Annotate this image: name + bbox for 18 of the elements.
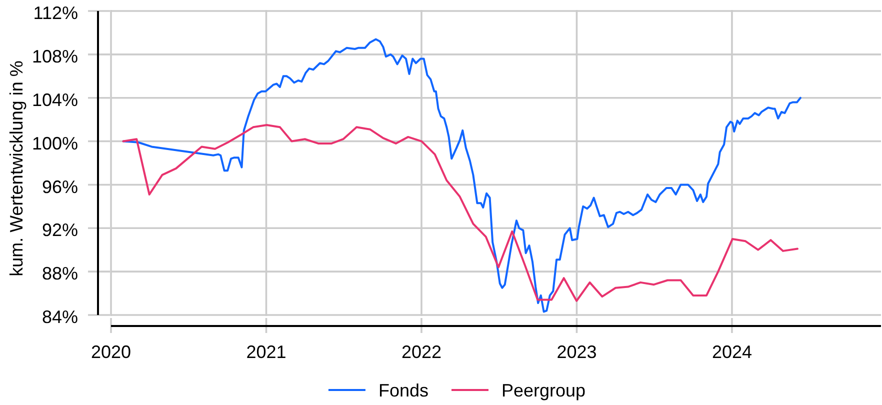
legend-label: Fonds	[378, 380, 428, 400]
x-tick-label: 2020	[90, 342, 132, 362]
y-tick-label: 108%	[32, 46, 78, 67]
x-tick-label: 2024	[712, 342, 752, 362]
line-series	[122, 124, 798, 302]
y-tick-label: 104%	[32, 90, 78, 110]
y-tick-label: 84%	[42, 307, 78, 328]
x-tick-label: 2021	[246, 342, 286, 362]
line-series	[122, 38, 802, 313]
y-tick-label: 96%	[42, 176, 78, 197]
y-tick-label: 92%	[42, 220, 78, 240]
y-tick-label: 100%	[32, 133, 78, 154]
x-tick-label: 2023	[556, 342, 597, 362]
x-tick-label: 2022	[401, 342, 442, 362]
legend-label: Peergroup	[501, 380, 586, 400]
y-tick-label: 88%	[42, 264, 78, 284]
y-tick-label: 112%	[33, 3, 78, 24]
y-axis-title: kum. Wertentwicklung in %	[6, 60, 26, 276]
